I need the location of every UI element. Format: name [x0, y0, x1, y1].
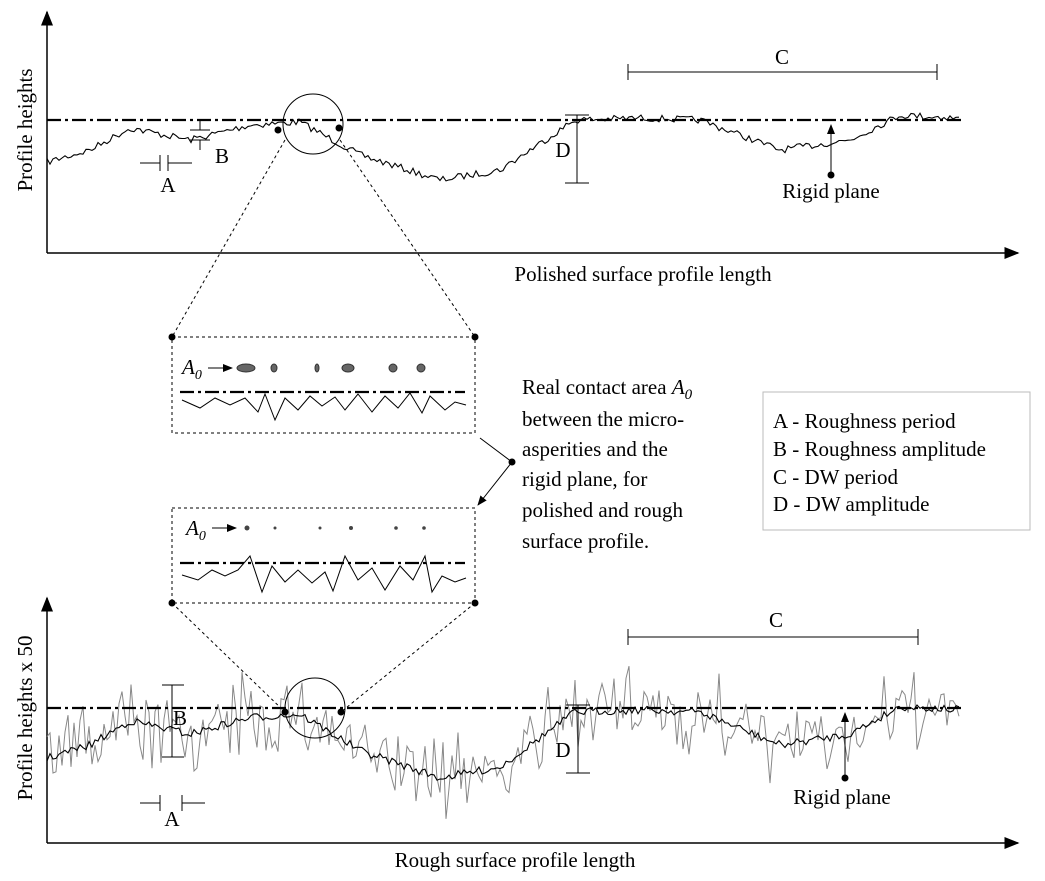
legend-item: C - DW period [773, 465, 899, 489]
label-d: D [555, 138, 570, 162]
rigid-plane-label: Rigid plane [793, 785, 890, 809]
profile-line [46, 112, 960, 182]
marker-d [565, 114, 589, 184]
zoom-profile [181, 392, 467, 422]
label-c: C [769, 608, 783, 632]
marker-d [566, 704, 590, 774]
marker-b [190, 120, 210, 150]
zoom-circle [284, 677, 346, 739]
zoom-profile [181, 554, 467, 594]
y-label: Profile heights [13, 68, 37, 191]
inset-box [171, 507, 476, 604]
profile-line [46, 665, 960, 819]
label-d: D [555, 738, 570, 762]
label-b: B [215, 144, 229, 168]
zoom-lines [171, 139, 476, 713]
x-label: Rough surface profile length [395, 848, 636, 872]
legend [762, 391, 1031, 531]
legend-item: B - Roughness amplitude [773, 437, 986, 461]
profile [46, 704, 960, 781]
zoom-circle [282, 93, 344, 155]
marker-b [162, 684, 184, 758]
a0: A0 [184, 516, 206, 544]
rigid-plane-label: Rigid plane [782, 179, 879, 203]
inset-box [171, 336, 476, 434]
x-label: Polished surface profile length [514, 262, 772, 286]
marker-a [140, 795, 205, 811]
annotation-line: surface profile. [522, 529, 649, 553]
annotation-line: polished and rough [522, 498, 683, 522]
annotation-line: Real contact area A0 [522, 375, 693, 403]
marker-c [627, 629, 919, 645]
label-a: A [164, 807, 180, 831]
annotation-line: rigid plane, for [522, 467, 647, 491]
dot [827, 171, 835, 179]
a0: A0 [180, 355, 202, 383]
annotation-line: asperities and the [522, 437, 668, 461]
profile-line [46, 704, 960, 781]
label-b: B [173, 706, 187, 730]
y-label: Profile heights x 50 [13, 635, 37, 800]
contact-dot [335, 124, 343, 132]
annotation-arrows [478, 437, 513, 505]
marker-a [140, 155, 192, 171]
rough-profile [46, 665, 960, 819]
legend-item: D - DW amplitude [773, 492, 930, 516]
contact-dot [274, 126, 282, 134]
label-c: C [775, 45, 789, 69]
marker-c [627, 64, 938, 80]
legend-item: A - Roughness period [773, 409, 956, 433]
annotation-line: between the micro- [522, 407, 684, 431]
label-a: A [160, 173, 176, 197]
profile [46, 112, 960, 182]
